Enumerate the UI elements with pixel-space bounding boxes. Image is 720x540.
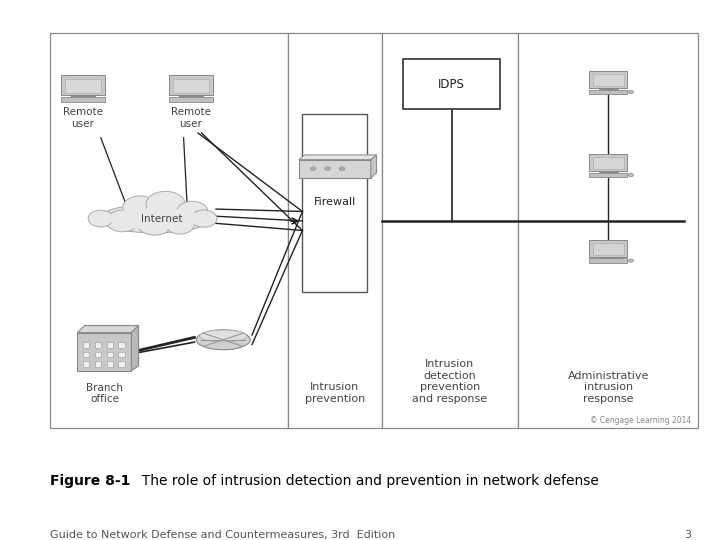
Bar (590, 240, 627, 256)
Bar (83, 342, 89, 348)
Circle shape (88, 210, 114, 227)
Bar (590, 154, 627, 171)
Text: Intrusion
detection
prevention
and response: Intrusion detection prevention and respo… (413, 359, 487, 404)
Polygon shape (299, 155, 377, 160)
Bar (382, 33, 518, 428)
Bar (83, 352, 89, 357)
Bar (107, 342, 113, 348)
Circle shape (325, 167, 330, 171)
Text: The role of intrusion detection and prevention in network defense: The role of intrusion detection and prev… (133, 474, 599, 488)
Bar (95, 361, 101, 367)
Bar (107, 352, 113, 357)
Text: Firewall: Firewall (314, 197, 356, 207)
Text: 3: 3 (684, 530, 691, 540)
Bar (61, 76, 104, 95)
Bar (50, 33, 288, 428)
Bar (173, 79, 209, 93)
Text: Guide to Network Defense and Countermeasures, 3rd  Edition: Guide to Network Defense and Countermeas… (50, 530, 396, 540)
Bar (95, 352, 101, 357)
Bar (590, 258, 627, 262)
Bar (302, 114, 367, 292)
Bar (403, 59, 500, 109)
Circle shape (629, 90, 634, 93)
Bar (169, 97, 212, 103)
Circle shape (106, 210, 139, 232)
Text: IDPS: IDPS (438, 78, 465, 91)
Bar (118, 352, 125, 357)
Circle shape (177, 201, 207, 221)
Bar (288, 33, 382, 428)
Text: Intrusion
prevention: Intrusion prevention (305, 382, 365, 404)
Polygon shape (371, 155, 377, 178)
Text: Figure 8-1: Figure 8-1 (50, 474, 131, 488)
Bar (118, 342, 125, 348)
Ellipse shape (199, 330, 246, 342)
Bar (299, 160, 371, 178)
Ellipse shape (196, 330, 251, 350)
Text: Administrative
intrusion
response: Administrative intrusion response (567, 371, 649, 404)
Bar (61, 97, 104, 103)
Circle shape (339, 167, 345, 171)
Bar (590, 173, 627, 177)
Bar (83, 361, 89, 367)
Polygon shape (78, 326, 138, 333)
Circle shape (146, 191, 185, 217)
Text: © Cengage Learning 2014: © Cengage Learning 2014 (590, 416, 691, 426)
Circle shape (122, 196, 158, 219)
Ellipse shape (99, 204, 211, 233)
Polygon shape (132, 326, 138, 370)
Circle shape (137, 212, 173, 235)
Circle shape (629, 173, 634, 177)
Text: Remote
user: Remote user (171, 107, 211, 129)
Text: Branch
office: Branch office (86, 382, 123, 404)
Text: Remote
user: Remote user (63, 107, 103, 129)
Bar (593, 74, 624, 86)
Bar (107, 361, 113, 367)
Circle shape (191, 210, 217, 227)
Bar (65, 79, 101, 93)
Bar (518, 33, 698, 428)
Circle shape (310, 167, 316, 171)
Ellipse shape (108, 208, 202, 230)
Bar (78, 333, 132, 370)
Bar (590, 71, 627, 88)
Bar (590, 90, 627, 94)
Bar (118, 361, 125, 367)
Bar (95, 342, 101, 348)
Circle shape (629, 259, 634, 262)
Text: Internet: Internet (141, 214, 183, 224)
Bar (169, 76, 212, 95)
Bar (593, 157, 624, 169)
Circle shape (166, 215, 194, 234)
Bar (593, 243, 624, 255)
